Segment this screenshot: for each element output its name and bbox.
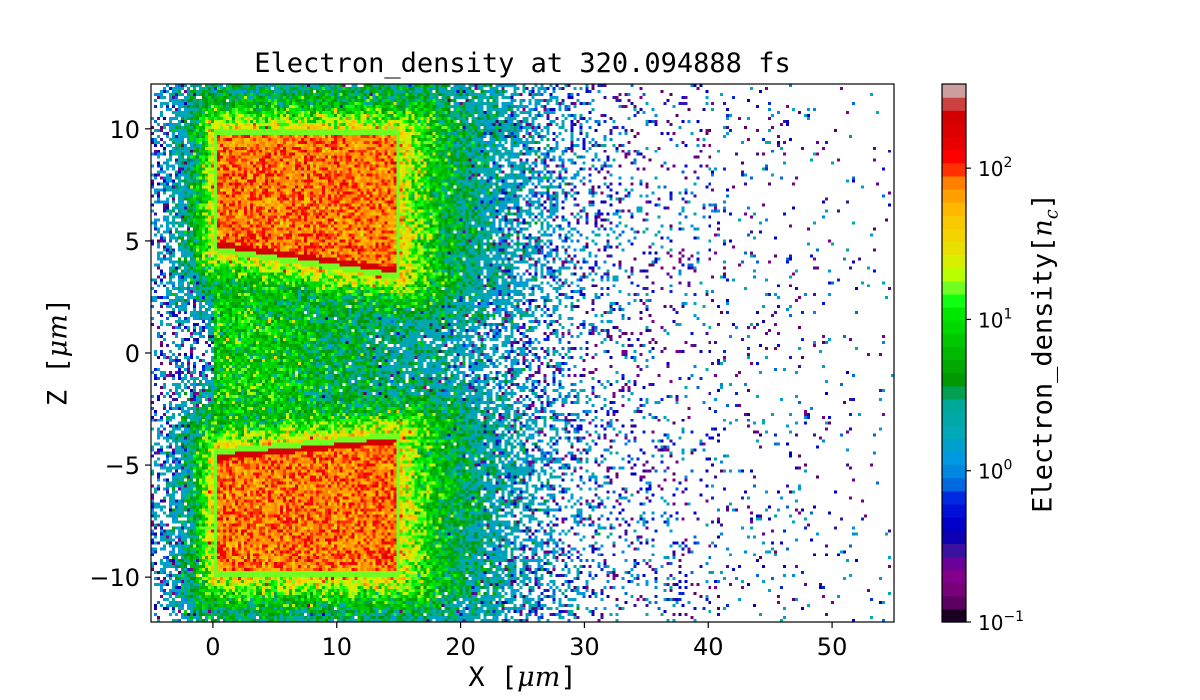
colorbar-label-symbol: n bbox=[1027, 219, 1059, 237]
x-tick-label: 40 bbox=[693, 633, 724, 661]
colorbar-swatch bbox=[942, 438, 966, 453]
colorbar-swatch bbox=[942, 267, 966, 282]
colorbar-swatch bbox=[942, 333, 966, 348]
colorbar-swatch bbox=[942, 412, 966, 426]
heatmap-image bbox=[151, 84, 894, 622]
colorbar-swatch bbox=[942, 530, 966, 544]
colorbar-swatch bbox=[942, 385, 966, 400]
x-tick-label: 0 bbox=[205, 633, 220, 661]
colorbar-swatch bbox=[942, 569, 966, 584]
y-tick-label: 0 bbox=[125, 340, 140, 368]
colorbar-swatch bbox=[942, 307, 966, 321]
colorbar-swatch bbox=[942, 451, 966, 466]
y-axis-label: Z [μm] bbox=[42, 297, 74, 407]
plot-frame bbox=[150, 83, 895, 623]
colorbar-label: Electron_density[nc] bbox=[1027, 193, 1063, 513]
colorbar-swatch bbox=[942, 241, 966, 256]
colorbar-swatch bbox=[942, 477, 966, 492]
x-tick-label: 20 bbox=[445, 633, 476, 661]
colorbar-swatch bbox=[942, 162, 966, 177]
y-tick-label: 10 bbox=[109, 116, 140, 144]
x-tick-label: 50 bbox=[817, 633, 848, 661]
colorbar-swatch bbox=[942, 228, 966, 243]
x-tick-label: 10 bbox=[321, 633, 352, 661]
y-tick-label: 5 bbox=[125, 228, 140, 256]
colorbar-tick-label: 102 bbox=[978, 155, 1012, 181]
colorbar-swatch bbox=[942, 188, 966, 203]
y-axis-label-unit: μm bbox=[42, 314, 74, 358]
colorbar-swatch bbox=[942, 517, 966, 531]
colorbar-swatch bbox=[942, 556, 966, 571]
colorbar-swatch bbox=[942, 110, 966, 124]
y-tick-label: −5 bbox=[105, 452, 140, 480]
colorbar-swatch bbox=[942, 175, 966, 190]
colorbar-tick-label: 101 bbox=[978, 306, 1012, 332]
colorbar-swatch bbox=[942, 293, 966, 308]
y-tick-label: −10 bbox=[89, 564, 140, 592]
colorbar-swatch bbox=[942, 254, 966, 269]
colorbar-swatch bbox=[942, 280, 966, 295]
colorbar-swatch bbox=[942, 136, 966, 151]
x-axis-label-name: X bbox=[468, 662, 485, 693]
colorbar-frame bbox=[941, 83, 967, 623]
colorbar-swatch bbox=[942, 543, 966, 557]
colorbar-swatch bbox=[942, 425, 966, 439]
colorbar-tick-label: 100 bbox=[978, 458, 1012, 484]
colorbar-swatch bbox=[942, 346, 966, 361]
colorbar-label-main: Electron_density bbox=[1027, 252, 1059, 513]
colorbar-swatch bbox=[942, 149, 966, 164]
x-tick-label: 30 bbox=[569, 633, 600, 661]
x-axis-label-unit: μm bbox=[517, 662, 561, 693]
colorbar-tick-label: 10−1 bbox=[978, 609, 1024, 635]
colorbar-swatch bbox=[942, 359, 966, 374]
colorbar-swatch bbox=[942, 202, 966, 216]
colorbar-swatch bbox=[942, 123, 966, 138]
chart-title: Electron_density at 320.094888 fs bbox=[254, 48, 791, 79]
colorbar-swatch bbox=[942, 372, 966, 387]
colorbar-swatch bbox=[942, 215, 966, 229]
colorbar-swatch bbox=[942, 595, 966, 610]
colorbar-swatch bbox=[942, 84, 966, 98]
y-axis-label-name: Z bbox=[42, 389, 74, 407]
colorbar-label-sub: c bbox=[1042, 209, 1063, 220]
colorbar-swatch bbox=[942, 582, 966, 597]
x-axis-label: X [μm] bbox=[468, 662, 577, 693]
colorbar-swatch bbox=[942, 608, 966, 623]
colorbar-swatch bbox=[942, 320, 966, 334]
colorbar-swatch bbox=[942, 97, 966, 111]
colorbar-swatch bbox=[942, 490, 966, 505]
colorbar-swatch bbox=[942, 464, 966, 479]
colorbar-swatch bbox=[942, 398, 966, 413]
colorbar-swatch bbox=[942, 503, 966, 518]
